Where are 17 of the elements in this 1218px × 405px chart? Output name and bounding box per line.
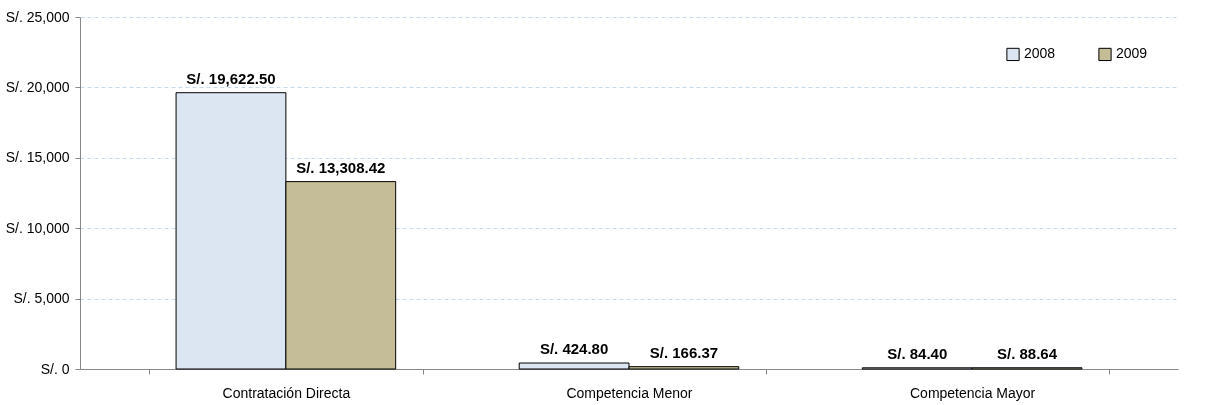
legend-label: 2009 — [1116, 45, 1148, 62]
data-label: S/. 166.37 — [649, 343, 719, 361]
y-tick-label: S/. 10,000 — [5, 219, 70, 236]
data-label: S/. 88.64 — [997, 344, 1058, 362]
data-label: S/. 19,622.50 — [186, 69, 276, 87]
data-label: S/. 424.80 — [539, 340, 609, 358]
legend-label: 2008 — [1024, 45, 1056, 62]
y-tick-label: S/. 20,000 — [5, 78, 70, 95]
y-tick-label: S/. 15,000 — [5, 149, 70, 166]
y-tick-label: S/. 0 — [40, 360, 70, 377]
y-tick-label: S/. 5,000 — [13, 290, 70, 307]
data-label: S/. 84.40 — [887, 344, 948, 362]
x-tick-label: Contratación Directa — [222, 384, 351, 401]
x-tick-label: Competencia Menor — [566, 384, 693, 401]
y-tick-label: S/. 25,000 — [5, 8, 70, 25]
data-label: S/. 13,308.42 — [296, 158, 386, 176]
x-tick-label: Competencia Mayor — [909, 384, 1036, 401]
